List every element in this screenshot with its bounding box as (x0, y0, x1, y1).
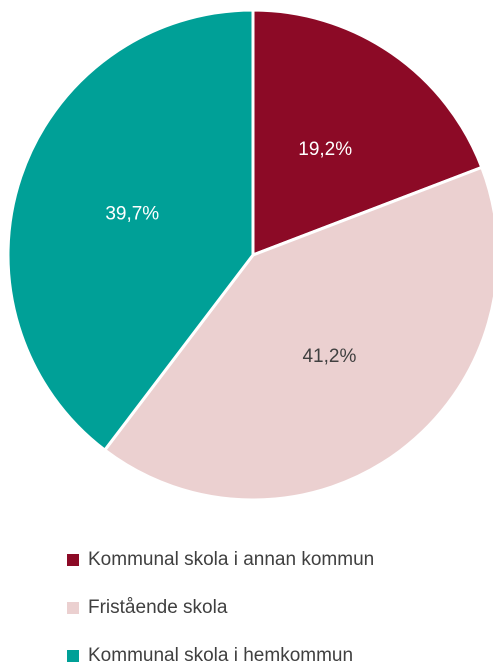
slice-label: 19,2% (298, 139, 352, 160)
legend-text: Fristående skola (88, 597, 228, 618)
legend-text: Kommunal skola i hemkommun (88, 645, 353, 666)
pie-slice (6, 8, 255, 452)
legend-swatch (67, 602, 79, 614)
legend-swatch (67, 650, 79, 662)
slice-label: 41,2% (302, 346, 356, 367)
slice-label: 39,7% (105, 203, 159, 224)
legend-swatch (67, 554, 79, 566)
legend-text: Kommunal skola i annan kommun (88, 549, 374, 570)
pie-slice (103, 165, 493, 502)
pie-slice (251, 8, 484, 257)
